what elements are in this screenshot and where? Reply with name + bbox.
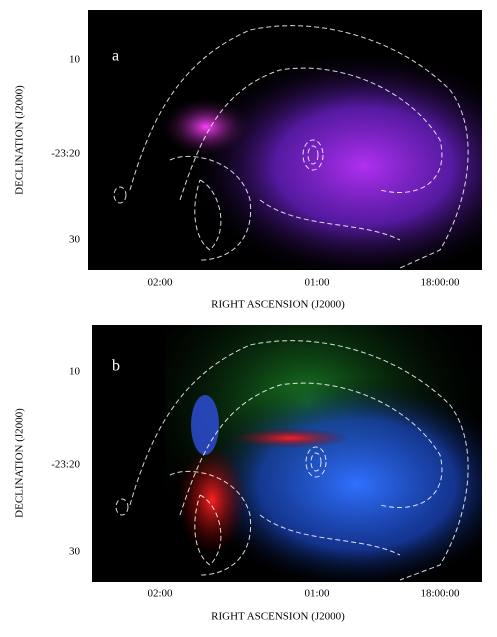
panel-a: a 10 -23:20 30 02:00 01:00 18:00:00 RIGH… xyxy=(14,10,482,311)
x-tick-label: 18:00:00 xyxy=(420,277,460,289)
contours xyxy=(115,340,469,581)
y-tick-label: -23:20 xyxy=(51,148,80,160)
y-tick-label: 10 xyxy=(69,366,81,378)
x-tick-label: 02:00 xyxy=(147,277,173,289)
y-tick-label: 30 xyxy=(69,546,81,558)
x-tick-label: 02:00 xyxy=(147,588,173,600)
x-axis-label: RIGHT ASCENSION (J2000) xyxy=(211,299,345,311)
y-tick-label: 30 xyxy=(69,234,81,246)
emission xyxy=(230,428,350,448)
y-axis-label: DECLINATION (J2000) xyxy=(14,408,26,518)
y-axis-label: DECLINATION (J2000) xyxy=(14,85,26,195)
x-tick-label: 01:00 xyxy=(304,277,330,289)
panel-b: b 10 -23:20 30 02:00 01:00 18:00:00 RIGH… xyxy=(14,325,482,623)
x-tick-label: 18:00:00 xyxy=(420,588,460,600)
emission xyxy=(92,325,482,582)
panel-label: b xyxy=(112,358,120,375)
emission xyxy=(191,395,219,455)
x-axis-label: RIGHT ASCENSION (J2000) xyxy=(211,611,345,623)
contours xyxy=(113,25,469,269)
emission xyxy=(88,10,482,270)
x-tick-label: 01:00 xyxy=(304,588,330,600)
panel-label: a xyxy=(112,48,119,65)
y-tick-label: -23:20 xyxy=(51,459,80,471)
y-tick-label: 10 xyxy=(69,54,81,66)
emission xyxy=(177,445,247,555)
